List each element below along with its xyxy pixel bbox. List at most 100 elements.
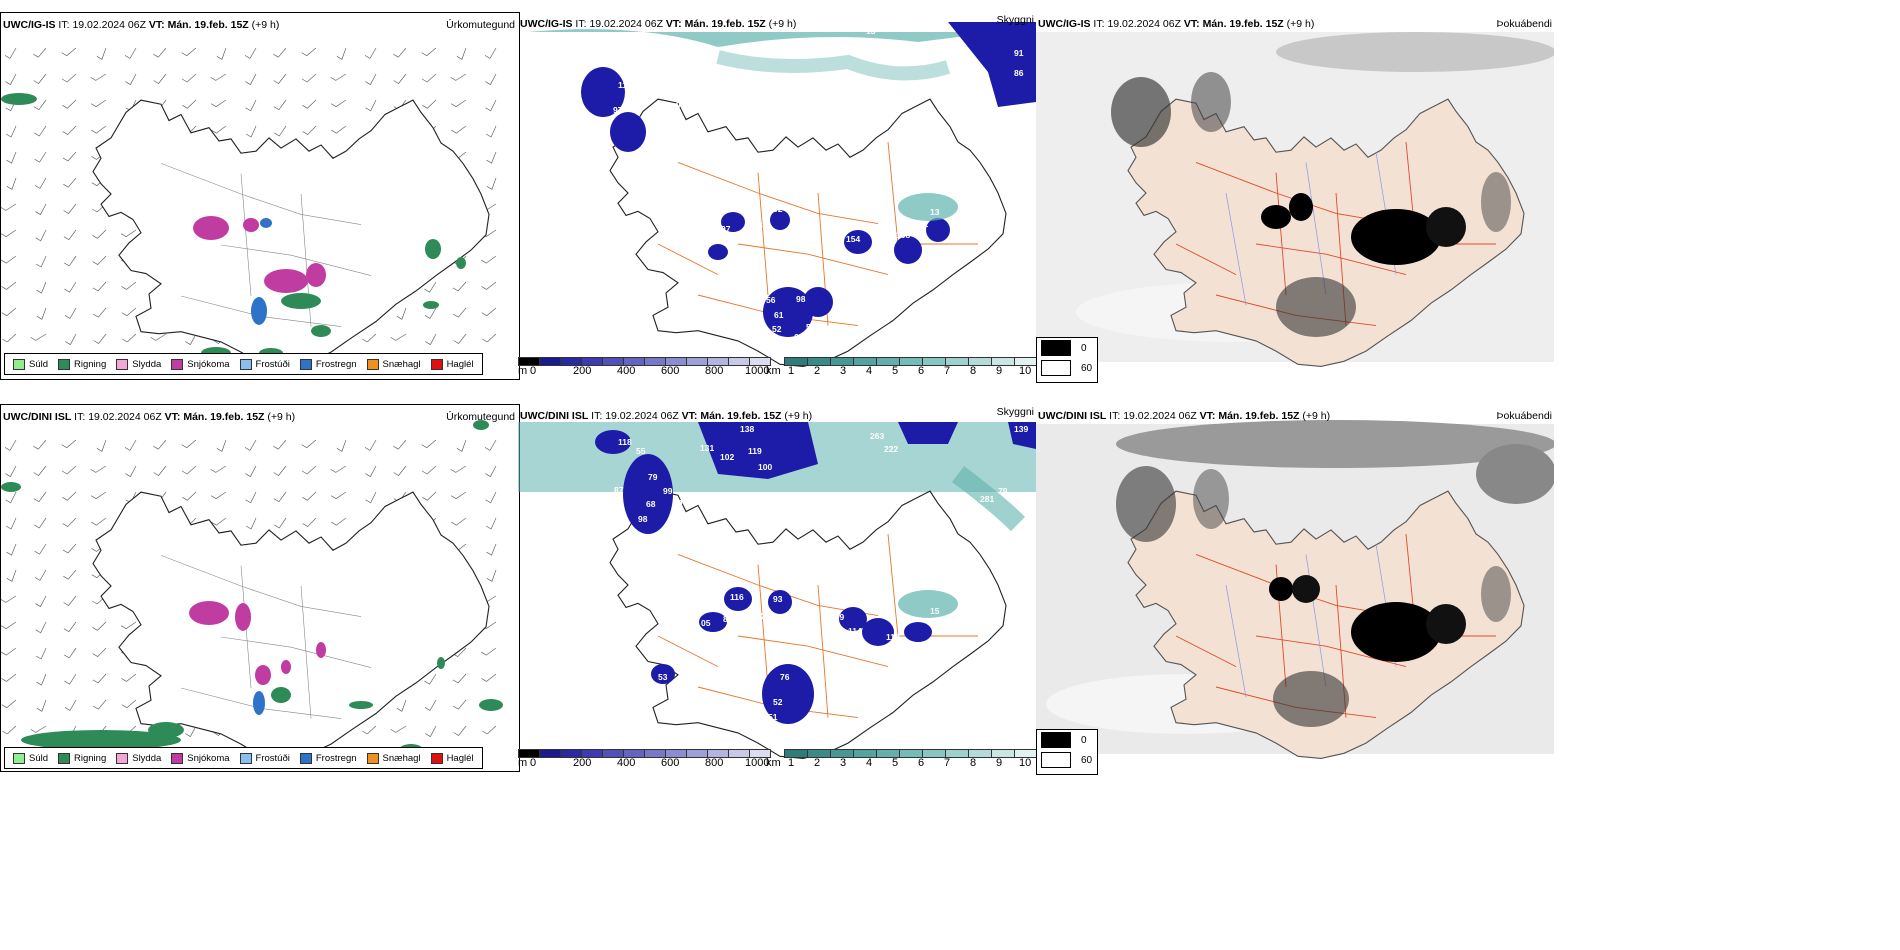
visibility-value: 15 — [930, 606, 940, 616]
visibility-value: 99 — [663, 486, 673, 496]
legend-item: Haglél — [430, 358, 474, 370]
wind-barb — [4, 47, 17, 59]
scale-cell — [969, 749, 992, 758]
wind-barb — [6, 569, 17, 582]
wind-barb — [124, 439, 137, 451]
wind-barb — [421, 47, 437, 57]
visibility-value: 102 — [748, 672, 763, 682]
wind-barb — [64, 647, 77, 659]
fog-swatch — [1041, 360, 1071, 376]
legend-swatch — [58, 752, 71, 764]
panel-title: UWC/DINI ISL IT: 19.02.2024 06Z VT: Mán.… — [3, 411, 296, 423]
wind-barb — [1, 333, 17, 343]
visibility-value: 79 — [998, 486, 1008, 496]
visibility-value: 119 — [748, 446, 762, 456]
scale-cell — [540, 749, 561, 758]
legend-item: Súld — [13, 752, 48, 764]
fog-legend: 0 60 — [1036, 729, 1098, 775]
scale-cell — [624, 749, 645, 758]
panel-type-label: Skyggni — [996, 14, 1034, 26]
visibility-panel-row2: UWC/DINI ISL IT: 19.02.2024 06Z VT: Mán.… — [518, 404, 1036, 770]
legend-item: Frostregn — [299, 752, 357, 764]
precip-legend: Súld Rigning Slydda Snjókoma Frostúði Fr… — [4, 747, 483, 769]
wind-barb — [33, 47, 47, 58]
legend-swatch — [366, 752, 379, 764]
wind-barb — [33, 439, 47, 450]
fog-panel-row1: UWC/IG-IS IT: 19.02.2024 06Z VT: Mán. 19… — [1036, 12, 1554, 378]
scale-cell — [518, 749, 540, 758]
visibility-value: 96 — [743, 284, 753, 294]
wind-barb — [485, 465, 497, 478]
wind-barb — [63, 177, 77, 188]
wind-barb — [121, 307, 137, 317]
wind-barb — [1, 255, 17, 264]
wind-barb — [64, 255, 77, 267]
wind-barb — [1, 647, 17, 656]
scale-cell — [750, 357, 771, 366]
panel-type-label: Skyggni — [996, 406, 1034, 418]
visibility-value: 263 — [870, 431, 885, 441]
wind-barb — [36, 307, 47, 320]
wind-barb — [456, 47, 467, 60]
wind-barb — [210, 99, 227, 108]
legend-swatch — [430, 358, 443, 370]
fog-swatch — [1041, 340, 1071, 356]
wind-barb — [424, 281, 437, 293]
wind-barb — [453, 699, 467, 710]
visibility-value: 48 — [744, 318, 754, 328]
wind-barb — [65, 333, 77, 346]
scale-cell — [900, 357, 923, 366]
scale-cell — [923, 749, 946, 758]
wind-barb — [33, 99, 47, 111]
wind-barb — [92, 673, 107, 684]
scale-cell — [784, 357, 808, 366]
wind-barb — [93, 307, 107, 318]
legend-swatch — [299, 358, 312, 370]
wind-barb — [211, 517, 227, 526]
wind-barb — [245, 99, 257, 112]
wind-barb — [330, 465, 347, 473]
visibility-value: 66 — [794, 332, 804, 342]
fog-legend-row: 0 — [1037, 338, 1097, 358]
scale-cell — [969, 357, 992, 366]
visibility-value: 108 — [644, 115, 659, 125]
wind-barb — [210, 465, 227, 473]
visibility-value: 39 — [744, 709, 754, 719]
wind-barb — [486, 177, 497, 190]
visibility-map — [518, 422, 1036, 759]
fog-legend-row: 0 — [1037, 730, 1097, 750]
visibility-value: 131 — [700, 443, 715, 453]
legend-swatch — [171, 752, 184, 764]
wind-barb — [6, 177, 17, 190]
fog-panel-row2: UWC/DINI ISL IT: 19.02.2024 06Z VT: Mán.… — [1036, 404, 1554, 770]
scale-cell — [831, 749, 854, 758]
visibility-value: 89 — [673, 498, 683, 508]
panel-type-label: Úrkomutegund — [446, 19, 515, 31]
wind-barb — [481, 673, 497, 682]
wind-barb — [421, 439, 437, 449]
legend-item: Frostregn — [299, 358, 357, 370]
wind-barb — [450, 491, 467, 500]
wind-barb — [35, 621, 47, 634]
wind-barb — [93, 699, 107, 710]
visibility-value: 52 — [773, 697, 783, 707]
wind-barb — [453, 307, 467, 318]
scale-cell — [729, 749, 750, 758]
wind-barb — [452, 281, 467, 292]
visibility-value: 97 — [721, 224, 731, 234]
cloud-base-scale — [518, 357, 771, 366]
visibility-value: 87 — [614, 485, 624, 495]
wind-barb — [62, 543, 77, 554]
wind-barb — [125, 465, 137, 478]
wind-barb — [301, 47, 317, 57]
wind-barb — [484, 47, 497, 59]
wind-barb — [301, 73, 317, 83]
scale-cell — [831, 357, 854, 366]
wind-barb — [364, 439, 377, 451]
visibility-value: 100 — [758, 462, 773, 472]
wind-barb — [124, 47, 137, 59]
legend-swatch — [116, 752, 129, 764]
wind-barb — [393, 47, 407, 58]
wind-barb — [1, 203, 17, 211]
scale-cell — [900, 749, 923, 758]
